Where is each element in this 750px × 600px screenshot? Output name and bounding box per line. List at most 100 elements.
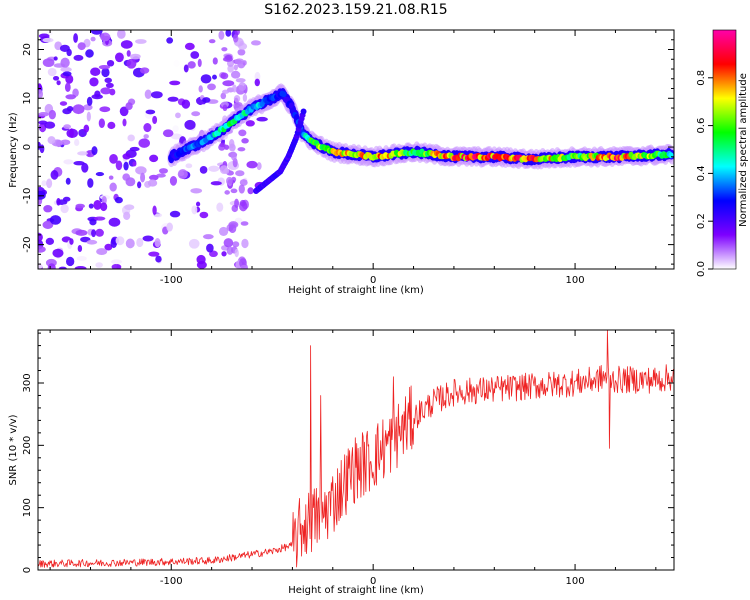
noise-blob	[126, 58, 137, 69]
noise-blob	[219, 142, 226, 148]
x-tick-label: -100	[160, 275, 183, 286]
colorbar-tick-label: 0.8	[696, 70, 707, 86]
noise-blob	[65, 94, 77, 100]
noise-blob	[108, 175, 114, 180]
colorbar: 0.0 0.2 0.4 0.6 0.8 Normalized spectral ampl…	[696, 29, 749, 277]
x-tick-label: 0	[370, 275, 376, 286]
noise-blob	[223, 238, 234, 248]
noise-blob	[91, 146, 98, 156]
noise-blob	[229, 139, 235, 149]
noise-blob	[110, 259, 123, 265]
noise-blob	[90, 30, 103, 35]
noise-blob	[250, 40, 261, 46]
noise-blob	[145, 109, 156, 115]
x-tick-label: 100	[566, 576, 585, 587]
noise-blob	[212, 74, 217, 80]
spectrogram-plot-area	[38, 30, 674, 269]
snr-axes: -100 0 100 0 100 200 300	[22, 330, 674, 587]
noise-blob	[132, 161, 137, 167]
noise-blob	[241, 238, 249, 249]
noise-blob	[88, 203, 94, 209]
noise-blob	[169, 175, 178, 186]
noise-blob	[120, 40, 133, 49]
noise-blob	[59, 101, 68, 106]
snr-line	[38, 330, 674, 568]
noise-blob	[238, 184, 245, 194]
noise-blob	[240, 264, 248, 269]
noise-blob	[183, 64, 189, 73]
noise-blob	[69, 128, 74, 138]
ridge-core	[668, 152, 674, 159]
noise-blob	[86, 239, 98, 245]
noise-blob	[148, 251, 160, 257]
noise-blob	[86, 96, 93, 106]
noise-blob	[83, 124, 90, 133]
noise-blob	[42, 58, 55, 68]
noise-blob	[60, 204, 69, 214]
colorbar-tick-label: 0.2	[696, 213, 707, 229]
noise-blob	[148, 174, 159, 181]
noise-blob	[43, 205, 53, 213]
noise-blob	[231, 70, 241, 79]
noise-blob	[191, 111, 201, 117]
spectrogram-xlabel: Height of straight line (km)	[288, 285, 424, 296]
x-tick-label: 0	[370, 576, 376, 587]
noise-blob	[47, 67, 57, 77]
colorbar-tick-label: 0.4	[696, 165, 707, 181]
noise-blob	[235, 170, 245, 177]
noise-blob	[96, 248, 108, 255]
noise-blob	[125, 238, 135, 249]
noise-blob	[38, 89, 43, 99]
noise-blob	[143, 134, 149, 139]
noise-blob	[87, 178, 94, 188]
noise-blob	[142, 235, 154, 242]
noise-blob	[197, 58, 202, 68]
y-tick-label: 300	[22, 373, 33, 392]
noise-blob	[181, 99, 191, 109]
noise-blob	[254, 78, 260, 87]
noise-blob	[81, 162, 89, 173]
noise-blob	[242, 93, 248, 102]
noise-blob	[184, 119, 196, 130]
noise-blob	[52, 248, 64, 258]
snr-plot-area	[38, 330, 674, 568]
y-tick-label: 10	[22, 92, 33, 105]
noise-blob	[100, 202, 108, 212]
noise-blob	[77, 42, 86, 51]
noise-blob	[237, 147, 246, 152]
noise-blob	[65, 177, 71, 185]
noise-blob	[66, 48, 72, 57]
y-tick-label: 200	[22, 436, 33, 455]
noise-blob	[226, 246, 234, 255]
noise-blob	[241, 138, 249, 144]
noise-blob	[93, 199, 102, 210]
noise-blob	[99, 106, 111, 113]
noise-blob	[85, 49, 94, 58]
noise-blob	[139, 67, 150, 74]
noise-blob	[169, 80, 181, 86]
noise-blob	[69, 238, 74, 245]
noise-blob	[89, 77, 99, 87]
noise-blob	[38, 245, 46, 253]
noise-blob	[216, 202, 224, 212]
noise-blob	[95, 262, 103, 268]
noise-blob	[100, 87, 112, 95]
noise-blob	[123, 211, 131, 220]
noise-blob	[166, 222, 173, 232]
noise-blob	[124, 204, 135, 211]
noise-blob	[150, 91, 163, 99]
noise-blob	[109, 182, 117, 192]
y-tick-label: -20	[22, 236, 33, 252]
noise-blob	[234, 217, 243, 224]
noise-blob	[210, 181, 222, 186]
noise-blob	[115, 160, 123, 171]
noise-blob	[147, 179, 158, 187]
noise-blob	[206, 243, 214, 253]
noise-blob	[93, 216, 106, 221]
noise-blob	[89, 218, 97, 226]
noise-blob	[239, 179, 248, 186]
noise-blob	[52, 75, 60, 81]
snr-ylabel: SNR (10 * v/v)	[8, 414, 19, 485]
noise-blob	[109, 153, 118, 164]
